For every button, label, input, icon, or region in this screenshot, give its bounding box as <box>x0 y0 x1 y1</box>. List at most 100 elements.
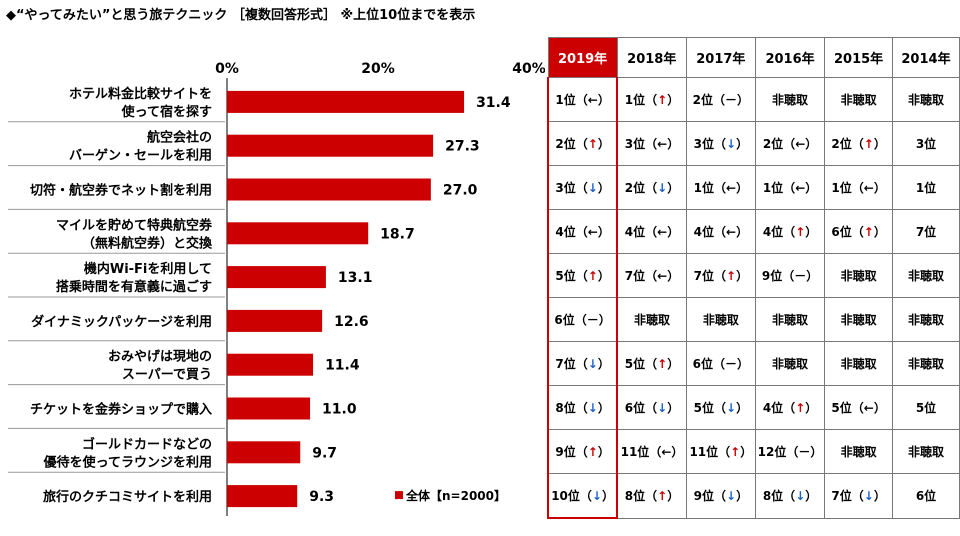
arrow-left-icon: （←） <box>645 225 680 239</box>
rank-value: 9位 <box>693 489 714 504</box>
arrow-left-icon: （←） <box>645 269 680 283</box>
rank-cell: 2位（↑） <box>546 121 619 166</box>
table-row: 8位（↓） 6位（↓） 5位（↓） 4位（↑） 5位（←） 5位 <box>546 385 960 430</box>
rank-cell: 1位（←） <box>685 165 756 210</box>
rank-cell: 非聴取 <box>616 297 687 342</box>
arrow-down-icon: （↓） <box>783 489 818 504</box>
category-label: 航空会社のバーゲン・セールを利用 <box>69 130 212 164</box>
rank-value: 7位 <box>624 269 646 283</box>
rank-value: 非聴取 <box>840 445 877 459</box>
trend-flat-icon: （－） <box>574 313 611 327</box>
rank-value: 非聴取 <box>840 357 877 371</box>
arrow-left-icon: （←） <box>851 401 886 415</box>
arrow-left-icon: （←） <box>851 181 886 195</box>
rank-value: 2位 <box>692 93 713 107</box>
rank-cell: 6位（－） <box>685 341 756 386</box>
rank-value: 非聴取 <box>907 269 944 283</box>
rank-cell: 2位（↑） <box>824 121 893 166</box>
rank-value: 非聴取 <box>840 269 877 283</box>
rank-value: 7位 <box>555 357 576 371</box>
rank-cell: 2位（－） <box>685 77 756 122</box>
arrow-down-icon: （↓） <box>851 489 886 504</box>
rank-value: 8位 <box>555 401 576 415</box>
rank-value: 6位 <box>831 225 852 239</box>
bar <box>227 485 298 508</box>
rank-cell: 5位（↑） <box>546 253 619 298</box>
rank-value: 6位 <box>692 357 713 371</box>
rank-value: 7位 <box>693 269 714 283</box>
rank-cell: 非聴取 <box>824 341 893 386</box>
rank-value: 5位 <box>624 357 646 371</box>
bar <box>227 134 434 157</box>
trend-flat-icon: （－） <box>782 269 819 283</box>
rank-value: 11位 <box>620 445 650 459</box>
rank-cell: 非聴取 <box>824 77 893 122</box>
rank-cell: 非聴取 <box>824 429 893 474</box>
table-row: 2位（↑） 3位（←） 3位（↓） 2位（←） 2位（↑） 3位 <box>546 121 960 166</box>
rank-cell: 3位（←） <box>616 121 687 166</box>
x-tick-label: 40% <box>512 61 545 77</box>
year-header: 2014年 <box>891 37 960 78</box>
rank-value: 5位 <box>915 401 937 415</box>
rank-cell: 非聴取 <box>891 429 960 474</box>
rank-cell: 7位（←） <box>616 253 687 298</box>
arrow-left-icon: （←） <box>575 93 610 107</box>
rank-cell: 6位（↑） <box>824 209 893 254</box>
chart-title: ◆“やってみたい”と思う旅テクニック ［複数回答形式］ ※上位10位までを表示 <box>6 8 476 23</box>
arrow-down-icon: （↓） <box>575 181 610 195</box>
arrow-left-icon: （←） <box>645 137 680 151</box>
rank-cell: 非聴取 <box>685 297 756 342</box>
table-row: 10位（↓） 8位（↑） 9位（↓） 8位（↓） 7位（↓） 6位 <box>546 473 960 519</box>
table-header-row: 2019年 2018年 2017年 2016年 2015年 2014年 <box>547 37 960 78</box>
rank-value: 非聴取 <box>907 93 944 107</box>
rank-value: 非聴取 <box>772 313 809 327</box>
rank-value: 10位 <box>551 489 580 503</box>
rank-value: 非聴取 <box>840 93 877 107</box>
arrow-up-icon: （↑） <box>645 93 680 107</box>
data-label: 11.0 <box>322 402 357 418</box>
table-row: 9位（↑） 11位（←） 11位（↑） 12位（－） 非聴取 非聴取 <box>546 429 960 474</box>
rank-cell: 9位（－） <box>754 253 826 298</box>
legend-swatch <box>395 491 403 500</box>
rank-cell: 非聴取 <box>891 297 960 342</box>
rank-cell: 2位（↓） <box>616 165 687 210</box>
arrow-up-icon: （↑） <box>575 137 610 151</box>
rank-cell: 10位（↓） <box>546 473 619 519</box>
category-label: ゴールドカードなどの優待を使ってラウンジを利用 <box>43 436 212 470</box>
rank-cell: 3位（↓） <box>685 121 756 166</box>
data-label: 9.7 <box>312 445 337 461</box>
category-label: ダイナミックパッケージを利用 <box>31 314 212 330</box>
arrow-left-icon: （←） <box>649 445 684 459</box>
rank-cell: 7位 <box>891 209 960 254</box>
category-label: おみやげは現地のスーパーで買う <box>108 349 212 383</box>
rank-value: 4位 <box>762 401 784 415</box>
arrow-left-icon: （←） <box>783 137 818 151</box>
rank-value: 7位 <box>831 489 852 504</box>
rank-value: 9位 <box>555 445 576 459</box>
rank-value: 6位 <box>915 489 937 504</box>
rank-cell: 8位（↑） <box>616 473 687 519</box>
rank-value: 非聴取 <box>634 313 671 327</box>
rank-cell: 非聴取 <box>754 341 826 386</box>
rank-cell: 非聴取 <box>754 297 826 342</box>
category-label: 旅行のクチコミサイトを利用 <box>43 489 212 505</box>
rank-value: 6位 <box>554 313 575 327</box>
rank-value: 非聴取 <box>907 357 944 371</box>
trend-flat-icon: （－） <box>786 445 823 459</box>
trend-flat-icon: （－） <box>713 357 750 371</box>
rank-cell: 6位（－） <box>546 297 619 342</box>
data-label: 9.3 <box>309 489 334 505</box>
arrow-left-icon: （←） <box>713 181 749 195</box>
rank-value: 8位 <box>624 489 646 504</box>
rank-cell: 6位 <box>891 473 960 519</box>
rank-cell: 9位（↑） <box>546 429 619 474</box>
arrow-down-icon: （↓） <box>713 489 749 504</box>
rank-value: 4位 <box>555 225 576 239</box>
rank-cell: 4位（↑） <box>754 209 826 254</box>
arrow-down-icon: （↓） <box>713 137 749 151</box>
rank-cell: 6位（↓） <box>616 385 687 430</box>
rank-value: 2位 <box>555 137 576 151</box>
arrow-down-icon: （↓） <box>645 401 680 415</box>
rank-cell: 非聴取 <box>891 341 960 386</box>
table-row: 4位（←） 4位（←） 4位（←） 4位（↑） 6位（↑） 7位 <box>546 209 960 254</box>
